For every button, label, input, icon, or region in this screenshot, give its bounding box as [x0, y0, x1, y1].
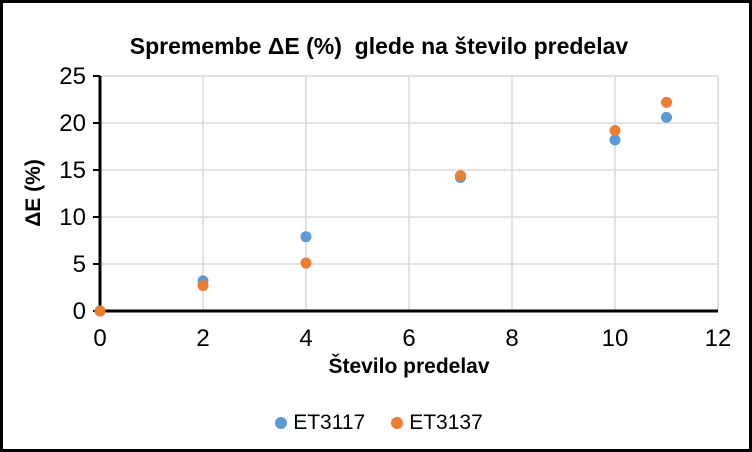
data-point-ET3137	[197, 280, 209, 292]
data-point-ET3117	[661, 111, 672, 123]
legend-item-ET3117: ET3117	[275, 411, 365, 435]
data-point-ET3137	[94, 305, 106, 317]
legend-item-ET3137: ET3137	[391, 411, 483, 435]
legend-marker-icon	[391, 417, 404, 429]
data-point-ET3117	[609, 134, 621, 146]
x-tick-label: 8	[505, 325, 518, 352]
x-tick-label: 10	[602, 325, 629, 352]
x-tick-label: 6	[402, 325, 415, 352]
data-point-ET3137	[661, 96, 672, 108]
y-tick-label: 10	[59, 204, 86, 231]
legend: ET3117 ET3137	[3, 411, 749, 435]
data-point-ET3137	[300, 257, 312, 269]
y-tick-label: 25	[59, 63, 86, 90]
y-tick-label: 5	[73, 251, 86, 278]
data-point-ET3137	[609, 125, 621, 137]
x-tick-label: 4	[299, 325, 312, 352]
y-tick-label: 15	[59, 157, 86, 184]
legend-marker-icon	[275, 417, 288, 429]
legend-label: ET3117	[293, 411, 366, 434]
y-tick-label: 0	[73, 298, 86, 325]
data-point-ET3117	[300, 231, 312, 243]
y-axis-title: ΔE (%)	[22, 159, 45, 227]
x-tick-label: 0	[93, 325, 106, 352]
chart-title: Spremembe ΔE (%) glede na število predel…	[129, 33, 629, 59]
x-axis-title: Število predelav	[328, 355, 490, 378]
x-tick-label: 12	[705, 325, 732, 352]
legend-label: ET3137	[409, 411, 483, 434]
scatter-plot: 0 5 10 15 20 25 0 2 4 6 8 10 12	[59, 63, 732, 352]
data-point-ET3137	[455, 170, 466, 182]
x-tick-label: 2	[196, 325, 209, 352]
y-tick-label: 20	[59, 110, 86, 137]
